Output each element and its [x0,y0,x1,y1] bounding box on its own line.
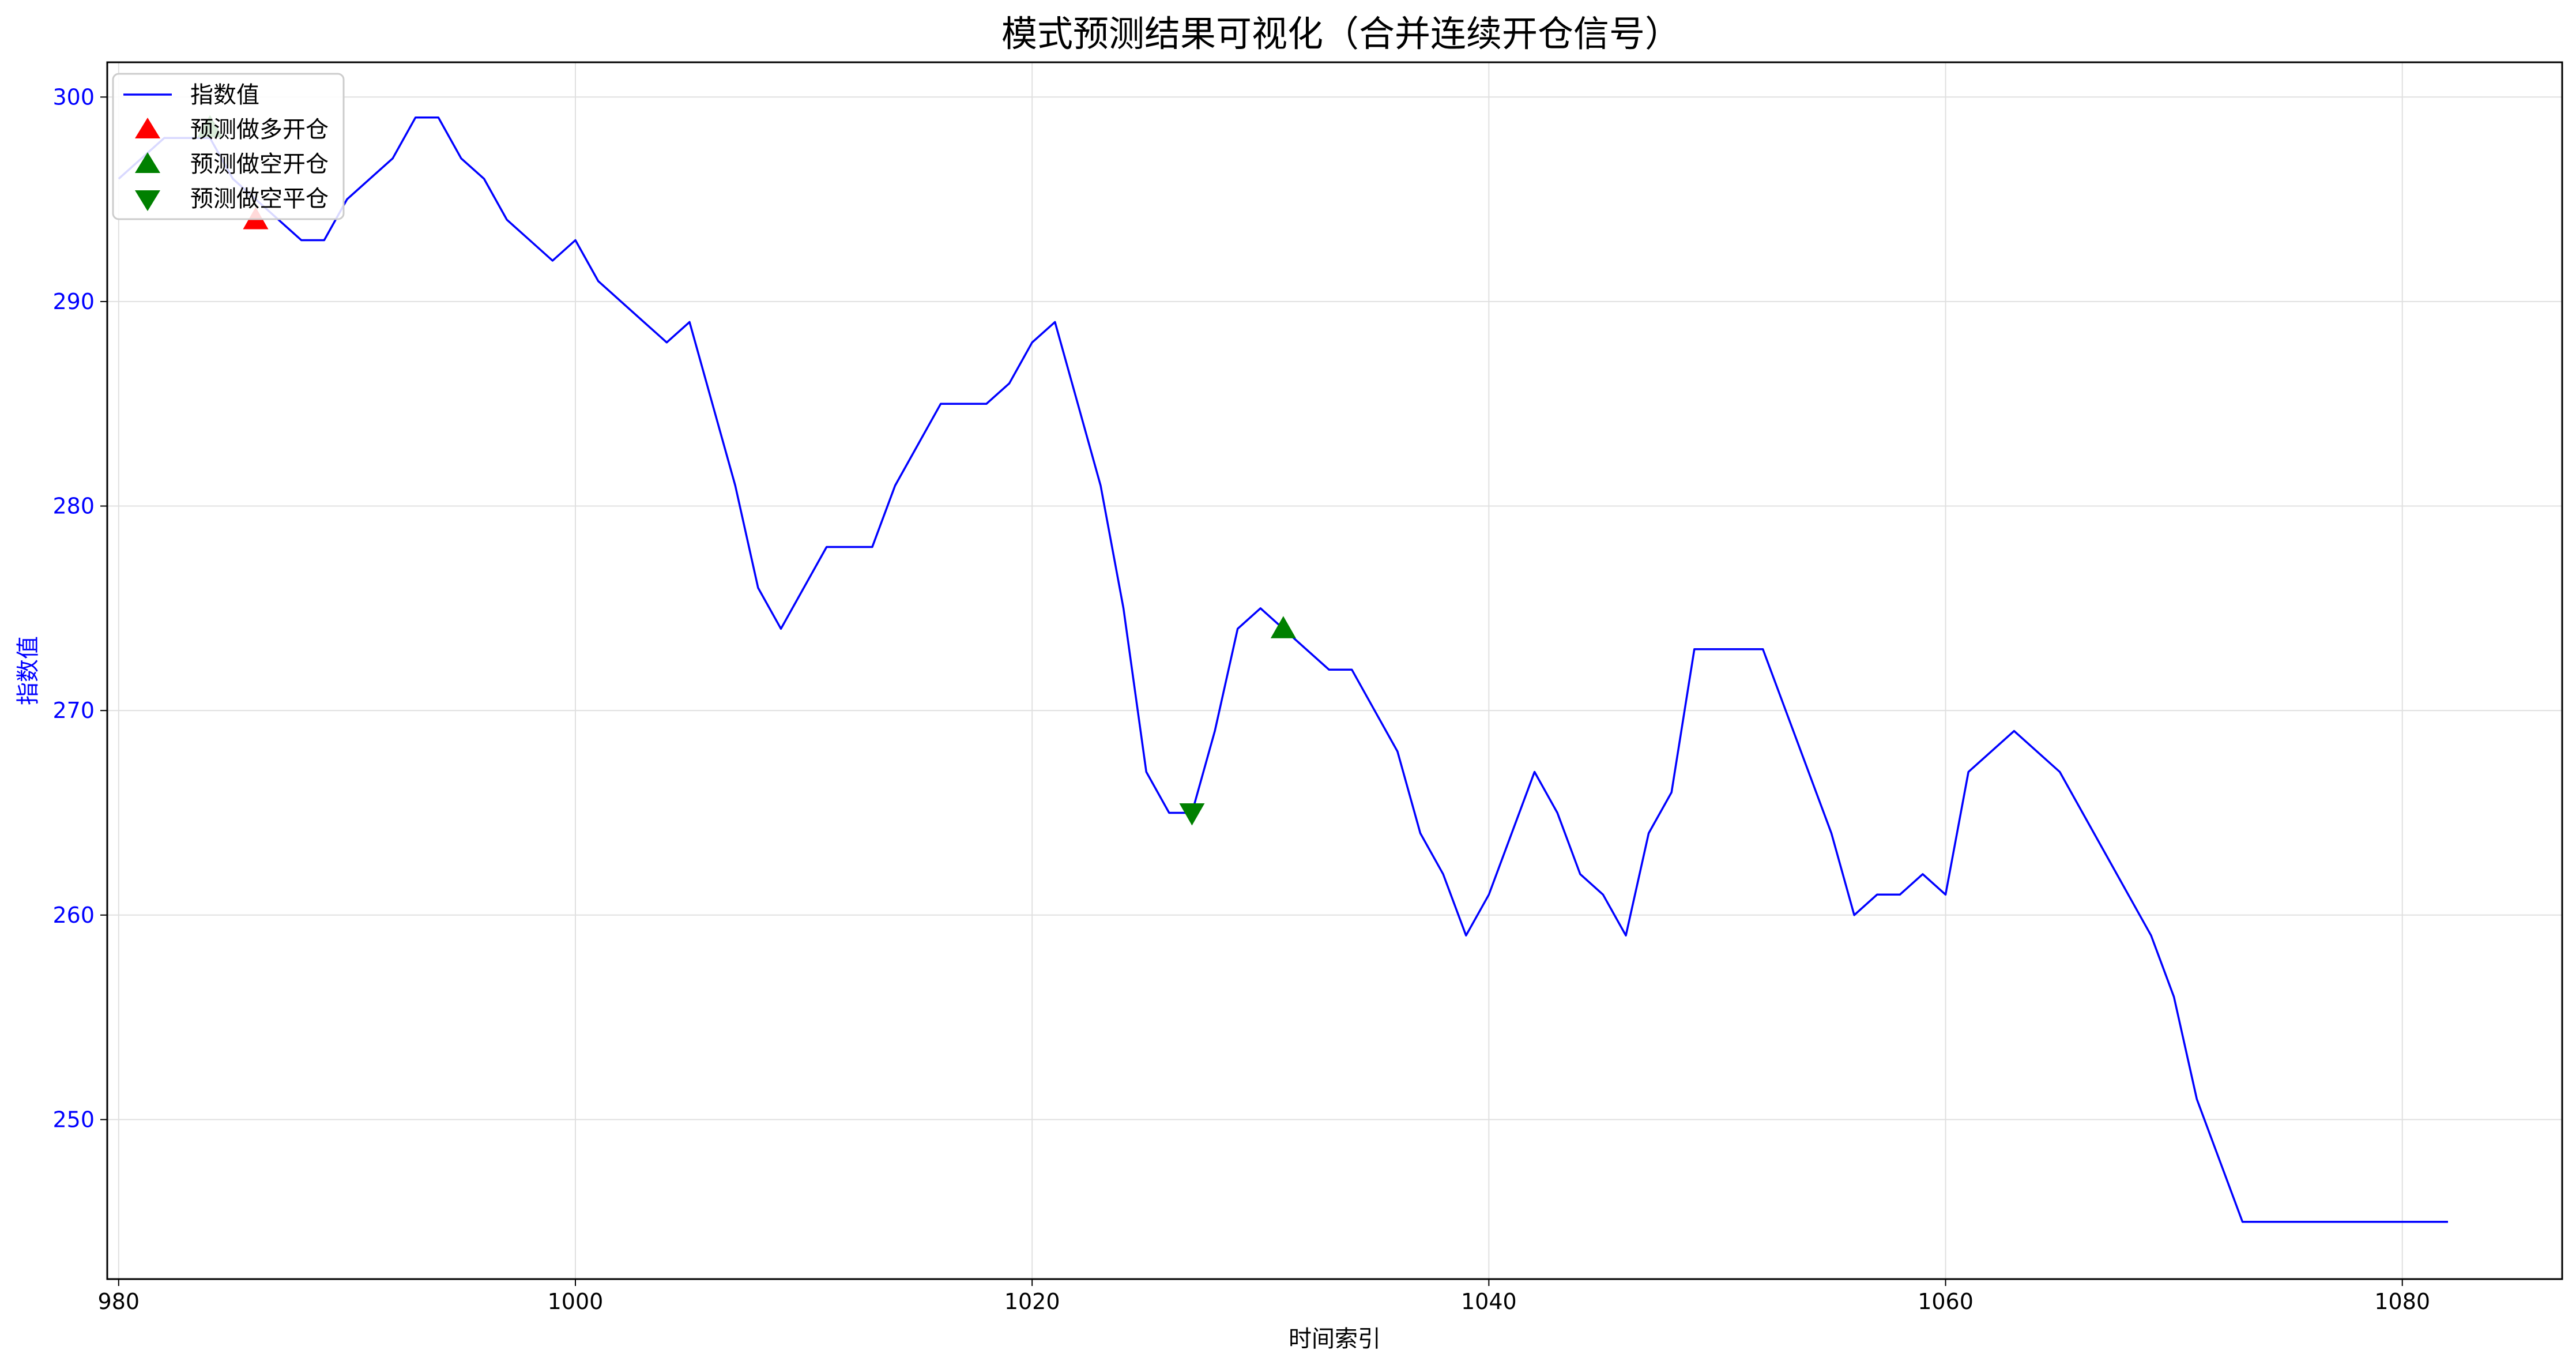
plot-area-frame [106,61,2563,1280]
x-tick-label: 1020 [1004,1289,1060,1314]
x-axis-ticks: 980 1000 1020 1040 1060 1080 [98,1279,2430,1314]
legend-label-short-open: 预测做空开仓 [190,151,329,178]
x-tick-label: 980 [98,1289,140,1314]
x-tick-label: 1080 [2374,1289,2430,1314]
legend-short-open-marker [135,152,160,173]
x-tick-label: 1060 [1918,1289,1974,1314]
chart-title: 模式预测结果可视化（合并连续开仓信号） [1001,13,1681,55]
x-tick-label: 1000 [548,1289,604,1314]
legend-label-long-open: 预测做多开仓 [190,116,329,143]
x-axis-label: 时间索引 [1289,1326,1381,1352]
y-axis-ticks: 250 260 270 280 290 300 [52,84,107,1132]
y-axis-label: 指数值 [15,636,42,705]
y-tick-label: 290 [52,289,95,314]
y-tick-label: 260 [52,903,95,928]
legend-box [112,73,345,220]
legend-label-short-close: 预测做空平仓 [190,186,329,212]
x-tick-label: 1040 [1461,1289,1517,1314]
legend: 指数值 预测做多开仓 预测做空开仓 预测做空平仓 [112,73,345,220]
y-tick-label: 270 [52,698,95,723]
grid [107,62,2562,1279]
legend-label-index: 指数值 [190,82,259,108]
y-tick-label: 280 [52,494,95,519]
legend-long-open-marker [135,118,160,138]
short-close-marker [1179,803,1205,826]
y-tick-label: 300 [52,84,95,110]
y-tick-label: 250 [52,1107,95,1132]
legend-short-close-marker [135,190,160,211]
short-open-marker [1270,616,1296,638]
